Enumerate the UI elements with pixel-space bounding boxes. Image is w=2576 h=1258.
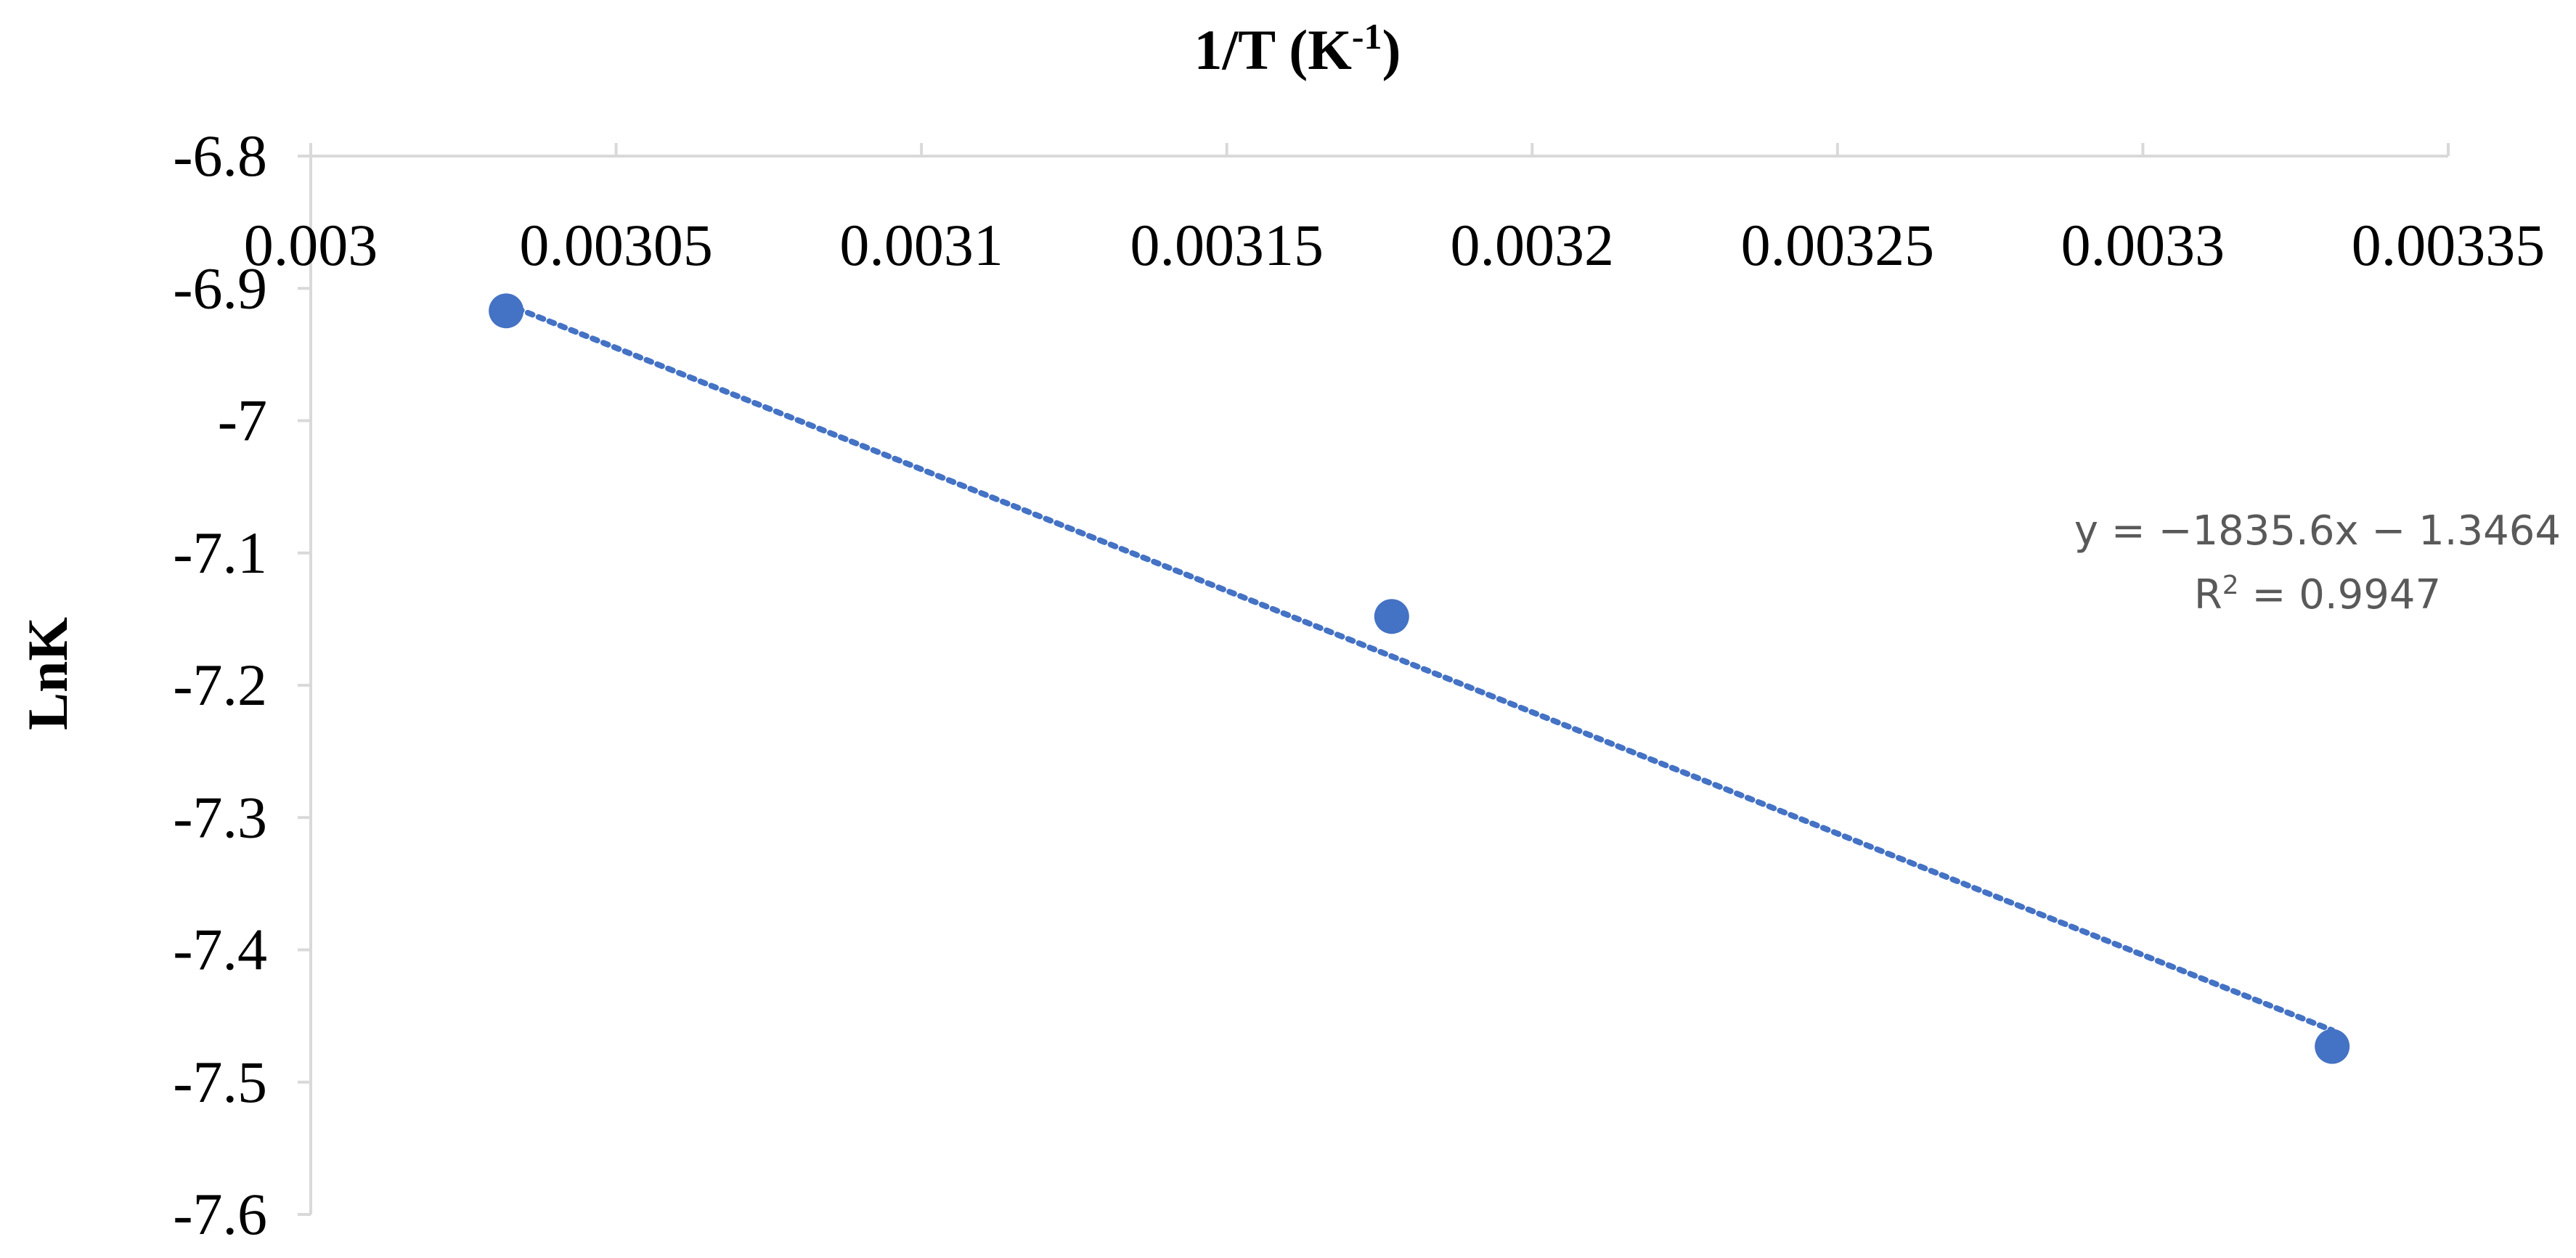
x-axis-title-base: 1/T (K [1194,18,1352,81]
x-tick-label: 0.0031 [839,212,1003,278]
axes [309,155,2448,1214]
y-tick-label: -7.5 [173,1049,267,1115]
x-tick-label: 0.0032 [1451,212,1615,278]
data-point [489,293,524,329]
x-tick-label: 0.0033 [2061,212,2225,278]
x-axis-title-superscript: -1 [1352,16,1382,57]
r-squared-superscript: 2 [2222,571,2239,600]
y-tick-label: -7.4 [173,917,267,983]
x-axis-title-close: ) [1382,18,1401,81]
y-tick-label: -7 [218,388,267,454]
y-tick-labels: -6.8 -6.9 -7 -7.1 -7.2 -7.3 -7.4 -7.5 -7.6 [173,123,311,1247]
x-tick-label: 0.00305 [519,212,713,278]
y-tick-label: -7.6 [173,1181,267,1247]
r-squared-value: = 0.9947 [2239,571,2441,618]
trendline-group [503,301,2336,1034]
y-tick-label: -6.8 [173,123,267,189]
x-tick-label: 0.00315 [1130,212,1324,278]
data-points [489,293,2350,1064]
data-point [2315,1029,2350,1064]
r-squared-label: R2 = 0.9947 [2194,571,2441,618]
r-squared-base: R [2194,571,2222,618]
y-tick-label: -7.3 [173,784,267,850]
x-tick-label: 0.003 [244,212,378,278]
trendline-equation: y = −1835.6x − 1.3464 [2074,507,2561,555]
x-tick-labels: 0.003 0.00305 0.0031 0.00315 0.0032 0.00325 0.… [244,143,2546,278]
x-tick-label: 0.00335 [2352,212,2546,278]
y-tick-label: -7.1 [173,520,267,586]
y-tick-label: -7.2 [173,652,267,718]
x-axis-title: 1/T (K-1) [1194,16,1401,81]
trendline [503,301,2336,1034]
y-tick-label: -6.9 [173,255,267,321]
y-axis-title: LnK [16,617,79,730]
data-point [1374,599,1409,634]
x-tick-label: 0.00325 [1741,212,1935,278]
